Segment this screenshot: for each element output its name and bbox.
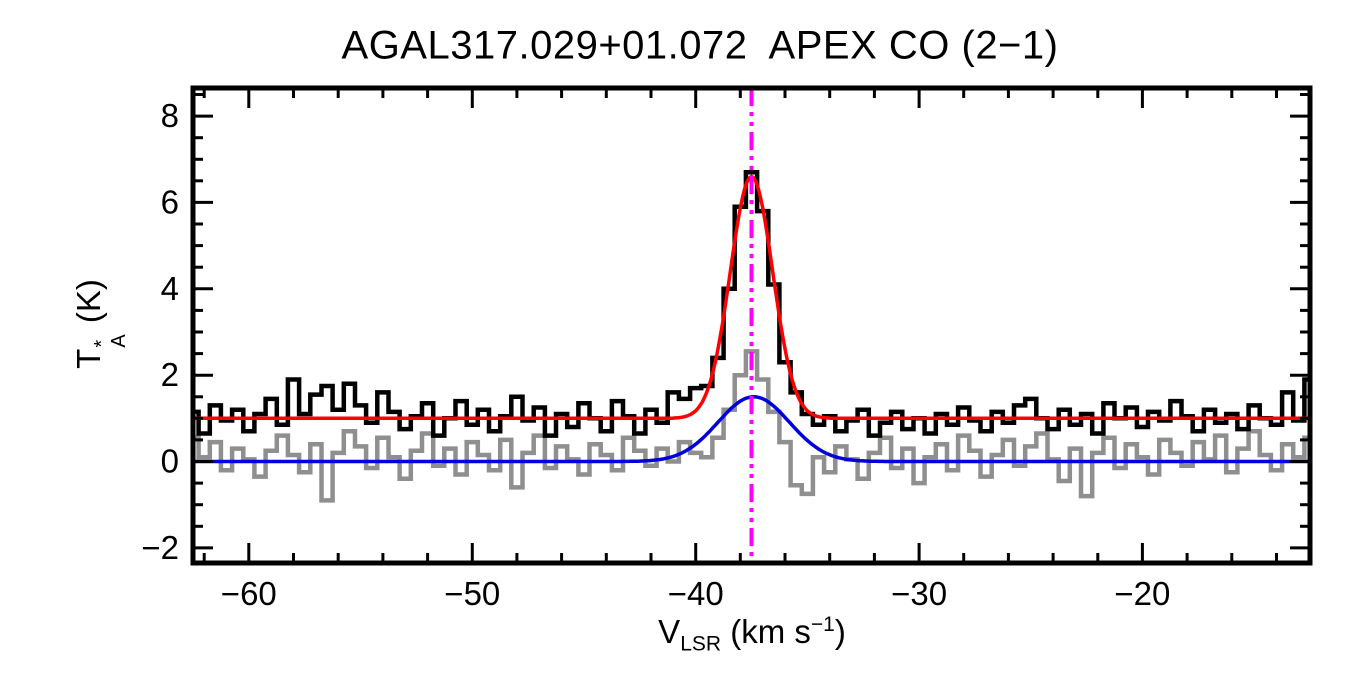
x-label-unit-close: ) [834,613,846,650]
x-tick-label: −40 [668,575,724,612]
x-tick-label: −20 [1114,575,1170,612]
axis-ticks [193,88,1310,563]
y-tick-label: 6 [161,183,179,220]
x-tick-label: −30 [891,575,947,612]
gray-spectrum-path [193,349,1310,503]
x-tick-label: −50 [444,575,500,612]
y-tick-label: 2 [161,356,179,393]
x-label-subscript: LSR [680,632,722,656]
x-label-symbol: V [658,613,681,650]
y-tick-label: −2 [141,529,179,566]
black-spectrum-offset-path [193,169,1310,438]
y-label-unit: (K) [70,279,107,333]
x-axis-label: VLSR (km s−1) [658,613,846,655]
x-tick-label: −60 [221,575,277,612]
y-tick-label: 8 [161,97,179,134]
y-tick-label: 0 [161,443,179,480]
plot-title: AGAL317.029+01.072 APEX CO (2−1) [341,23,1059,68]
x-label-unit-open: (km s [721,613,811,650]
y-label-supsub: * A [91,334,130,348]
y-label-subscript: A [108,334,130,348]
y-tick-label: 4 [161,270,179,307]
y-axis-label: T * A (K) [70,279,130,369]
plot-frame [190,85,1313,566]
x-label-exponent: −1 [810,613,835,636]
y-label-symbol: T [70,348,107,369]
